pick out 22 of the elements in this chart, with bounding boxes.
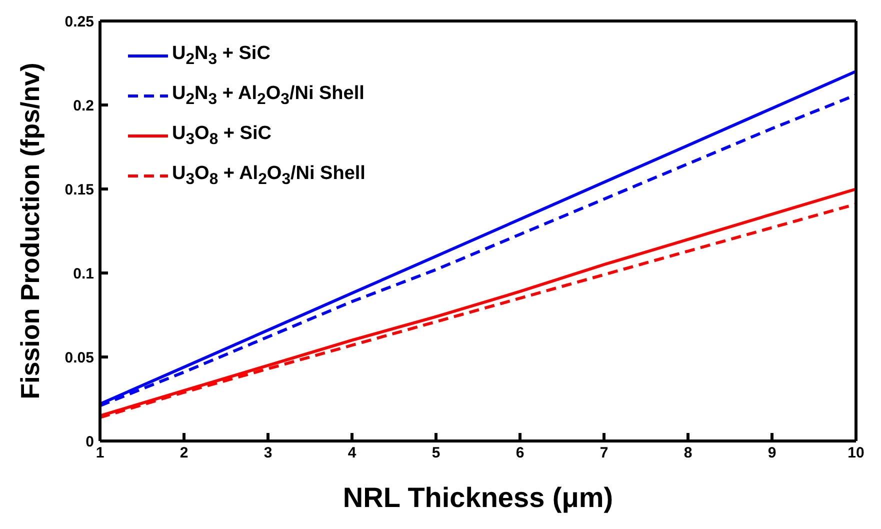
x-tick-label: 10 (848, 444, 864, 462)
x-tick-label: 8 (684, 444, 692, 462)
text: U$_{3}$O$_{8}$ + Al$_{2}$O$_{3}$/Ni Shell (172, 163, 366, 188)
y-tick-label: 0.25 (64, 13, 94, 30)
y-tick-label: 0.05 (64, 349, 94, 366)
y-tick-label: 0 (86, 433, 94, 450)
y-axis-title: Fission Production (fps/nv) (15, 62, 45, 400)
x-axis-title: NRL Thickness (μm) (342, 482, 614, 513)
x-tick-label: 6 (516, 444, 524, 462)
y-tick-label: 0.15 (64, 181, 94, 198)
legend-label: U$_{2}$N$_{3}$ + SiC (172, 43, 270, 69)
legend-label: U$_{3}$O$_{8}$ + SiC (172, 123, 272, 149)
x-tick-label: 1 (96, 444, 104, 462)
x-tick-label: 2 (180, 444, 188, 462)
text: U$_{2}$N$_{3}$ + Al$_{2}$O$_{3}$/Ni Shell (172, 83, 364, 108)
x-tick-label: 4 (348, 444, 357, 462)
x-tick-label: 7 (600, 444, 608, 462)
x-tick-label: 5 (432, 444, 440, 462)
x-tick-label: 9 (768, 444, 776, 462)
y-tick-label: 0.2 (73, 97, 94, 114)
y-tick-label: 0.1 (73, 265, 94, 282)
x-tick-label: 3 (264, 444, 272, 462)
